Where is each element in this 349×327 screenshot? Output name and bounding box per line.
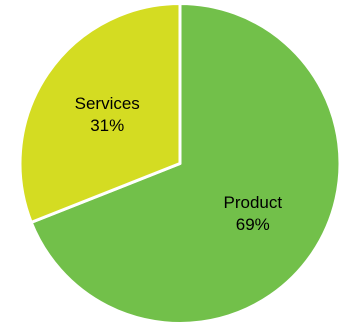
pie-slice-services bbox=[18, 2, 182, 224]
pie-slice-product bbox=[29, 2, 342, 325]
pie-labels: Product 69% Services 31% bbox=[75, 94, 283, 234]
slice-value-label: 69% bbox=[236, 215, 270, 234]
pie-slices bbox=[18, 2, 342, 325]
slice-value-label: 31% bbox=[90, 116, 124, 135]
slice-category-label: Product bbox=[223, 193, 282, 212]
slice-category-label: Services bbox=[75, 94, 140, 113]
